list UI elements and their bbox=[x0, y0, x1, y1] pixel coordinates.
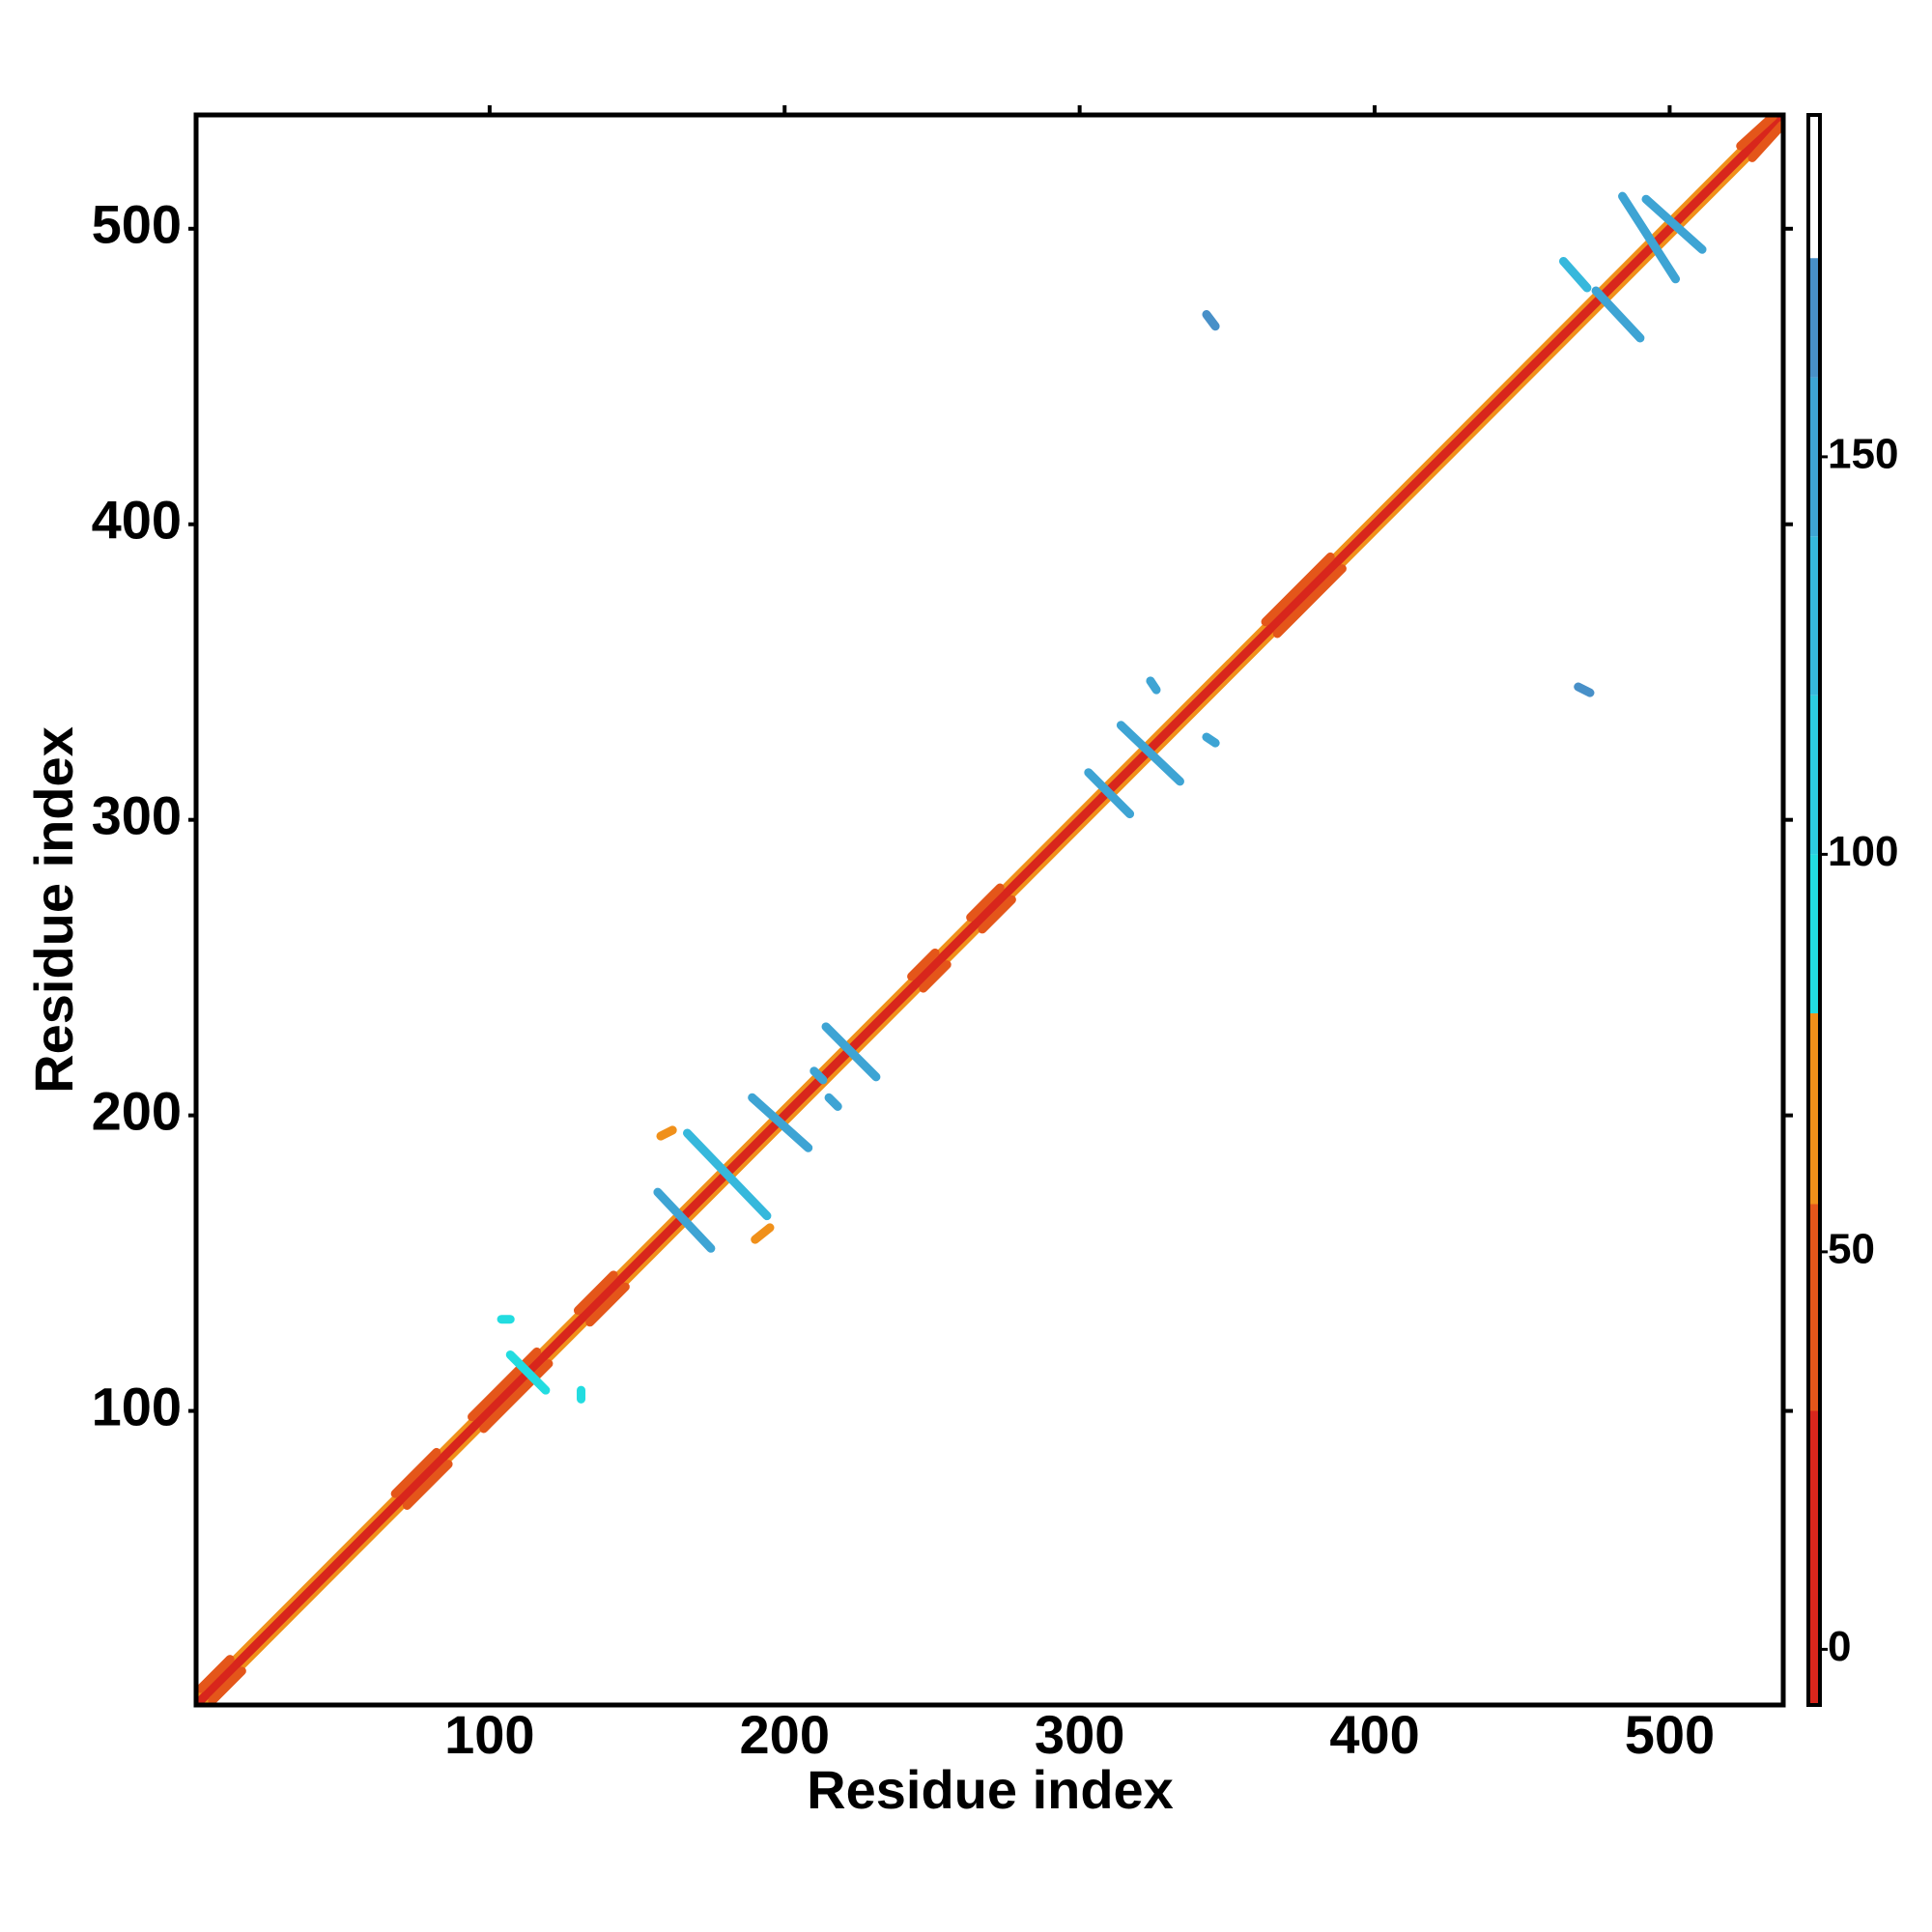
contact bbox=[1202, 310, 1220, 331]
colorbar-band bbox=[1808, 1410, 1820, 1705]
x-tick-label: 200 bbox=[740, 1704, 830, 1765]
contact bbox=[1116, 721, 1184, 786]
contact bbox=[1591, 286, 1645, 343]
contact bbox=[1641, 194, 1707, 254]
y-axis-label: Residue index bbox=[23, 726, 84, 1094]
y-tick-label: 500 bbox=[92, 194, 182, 255]
x-tick-label: 500 bbox=[1625, 1704, 1715, 1765]
contact bbox=[1618, 191, 1681, 284]
colorbar-band bbox=[1808, 377, 1820, 537]
colorbar-tick-label: 0 bbox=[1828, 1623, 1851, 1670]
heatmap bbox=[196, 115, 1783, 1705]
colorbar-tick-label: 100 bbox=[1828, 828, 1898, 875]
plot-frame bbox=[193, 112, 1786, 1708]
contact bbox=[682, 1128, 772, 1221]
contact bbox=[1146, 676, 1161, 695]
contact bbox=[751, 1223, 775, 1244]
colorbar-band bbox=[1808, 1012, 1820, 1205]
contact bbox=[505, 1350, 551, 1395]
contact bbox=[1084, 768, 1135, 819]
contact bbox=[907, 948, 940, 981]
contact bbox=[196, 1655, 235, 1693]
contact bbox=[208, 1666, 246, 1705]
colorbar-band bbox=[1808, 258, 1820, 378]
contact bbox=[810, 1066, 828, 1085]
colorbar-band bbox=[1808, 536, 1820, 696]
contact bbox=[1272, 564, 1347, 639]
contact bbox=[573, 1270, 618, 1316]
y-tick-label: 300 bbox=[92, 784, 182, 845]
y-tick-label: 400 bbox=[92, 490, 182, 551]
colorbar-band bbox=[1808, 1204, 1820, 1411]
contact bbox=[824, 1093, 842, 1111]
contact bbox=[390, 1447, 441, 1498]
x-tick-label: 100 bbox=[444, 1704, 534, 1765]
x-tick-label: 300 bbox=[1035, 1704, 1124, 1765]
contact bbox=[656, 1125, 677, 1141]
colorbar-tick-label: 50 bbox=[1828, 1226, 1875, 1273]
x-axis-label: Residue index bbox=[807, 1759, 1174, 1820]
contact bbox=[978, 895, 1016, 934]
x-tick-label: 400 bbox=[1329, 1704, 1419, 1765]
contact bbox=[653, 1187, 716, 1253]
contact bbox=[1261, 552, 1335, 627]
contact bbox=[919, 960, 952, 993]
colorbar-band bbox=[1808, 854, 1820, 1013]
contact bbox=[1736, 115, 1777, 151]
colorbar-band bbox=[1808, 115, 1820, 259]
contact bbox=[196, 115, 1783, 1705]
contact bbox=[966, 883, 1005, 923]
colorbar-band bbox=[1808, 695, 1820, 855]
contact bbox=[468, 1347, 542, 1422]
colorbar-tick-label: 150 bbox=[1828, 431, 1898, 478]
contact bbox=[1558, 256, 1592, 293]
contact bbox=[748, 1093, 813, 1152]
y-tick-label: 200 bbox=[92, 1080, 182, 1141]
contact bbox=[585, 1282, 630, 1327]
colorbar-frame bbox=[1806, 113, 1822, 1707]
contact bbox=[1574, 682, 1595, 697]
contact bbox=[821, 1022, 881, 1082]
contact bbox=[402, 1460, 453, 1510]
contact bbox=[1202, 732, 1220, 748]
contact bbox=[1747, 121, 1783, 162]
y-tick-label: 100 bbox=[92, 1376, 182, 1436]
contact bbox=[479, 1359, 554, 1434]
